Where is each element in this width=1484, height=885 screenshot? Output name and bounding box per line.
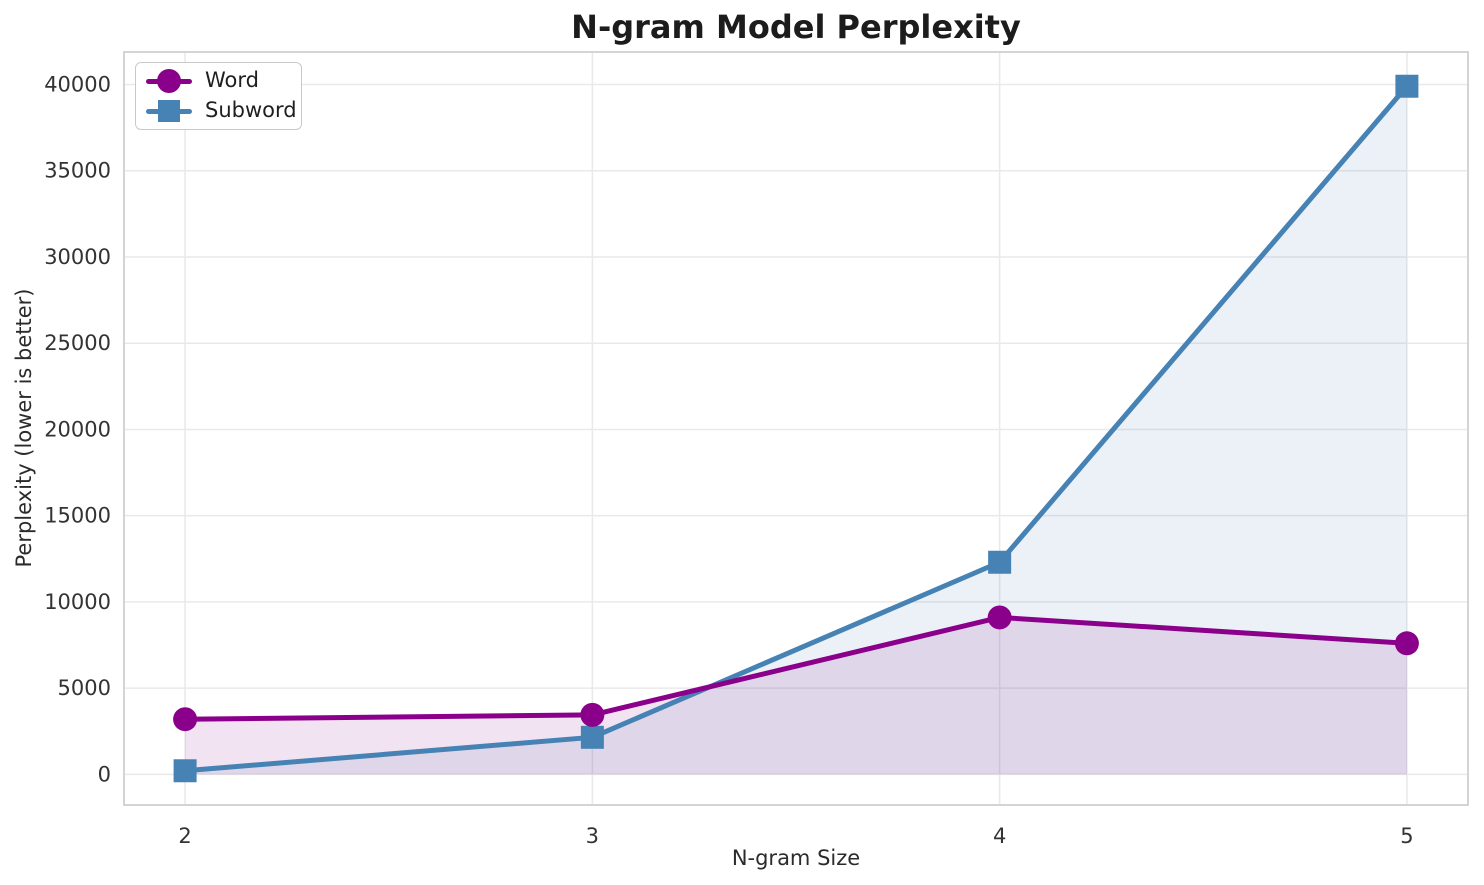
legend-label-subword: Subword [205, 97, 297, 122]
y-tick-label: 15000 [44, 504, 111, 528]
data-point-subword-x4 [988, 550, 1012, 574]
data-point-subword-x3 [580, 725, 604, 749]
series-area-subword [185, 86, 1407, 775]
subword-line-square-marker-glyph [146, 98, 192, 124]
y-tick-label: 5000 [58, 676, 111, 700]
legend-item-subword: Subword [146, 97, 297, 125]
data-point-word-x3 [580, 702, 605, 727]
data-point-subword-x5 [1395, 74, 1419, 98]
x-tick-label: 5 [1400, 824, 1413, 848]
legend: Word Subword [135, 62, 302, 130]
x-tick-label: 2 [178, 824, 191, 848]
data-point-word-x2 [173, 707, 198, 732]
x-tick-label: 3 [586, 824, 599, 848]
legend-item-word: Word [146, 67, 291, 95]
data-point-word-x5 [1394, 631, 1419, 656]
y-axis-label: Perplexity (lower is better) [12, 288, 36, 568]
x-tick-label: 4 [993, 824, 1006, 848]
series-line-word [182, 614, 1410, 722]
y-tick-label: 0 [98, 762, 111, 786]
y-tick-label: 20000 [44, 417, 111, 441]
chart-title: N-gram Model Perplexity [571, 8, 1021, 46]
plot-border [123, 51, 1469, 806]
data-point-word-x4 [987, 605, 1012, 630]
legend-label-word: Word [205, 67, 259, 92]
y-tick-label: 30000 [44, 245, 111, 269]
word-line-circle-marker-glyph [146, 68, 192, 94]
subword-square-marker-icon [158, 100, 180, 122]
y-tick-label: 40000 [44, 73, 111, 97]
y-tick-label: 10000 [44, 590, 111, 614]
data-point-subword-x2 [173, 759, 197, 783]
word-circle-marker-icon [157, 69, 181, 93]
series-area-word [185, 617, 1407, 775]
y-tick-label: 35000 [44, 159, 111, 183]
y-tick-label: 25000 [44, 331, 111, 355]
x-axis-label: N-gram Size [731, 846, 861, 870]
series-line-subword [182, 83, 1410, 774]
